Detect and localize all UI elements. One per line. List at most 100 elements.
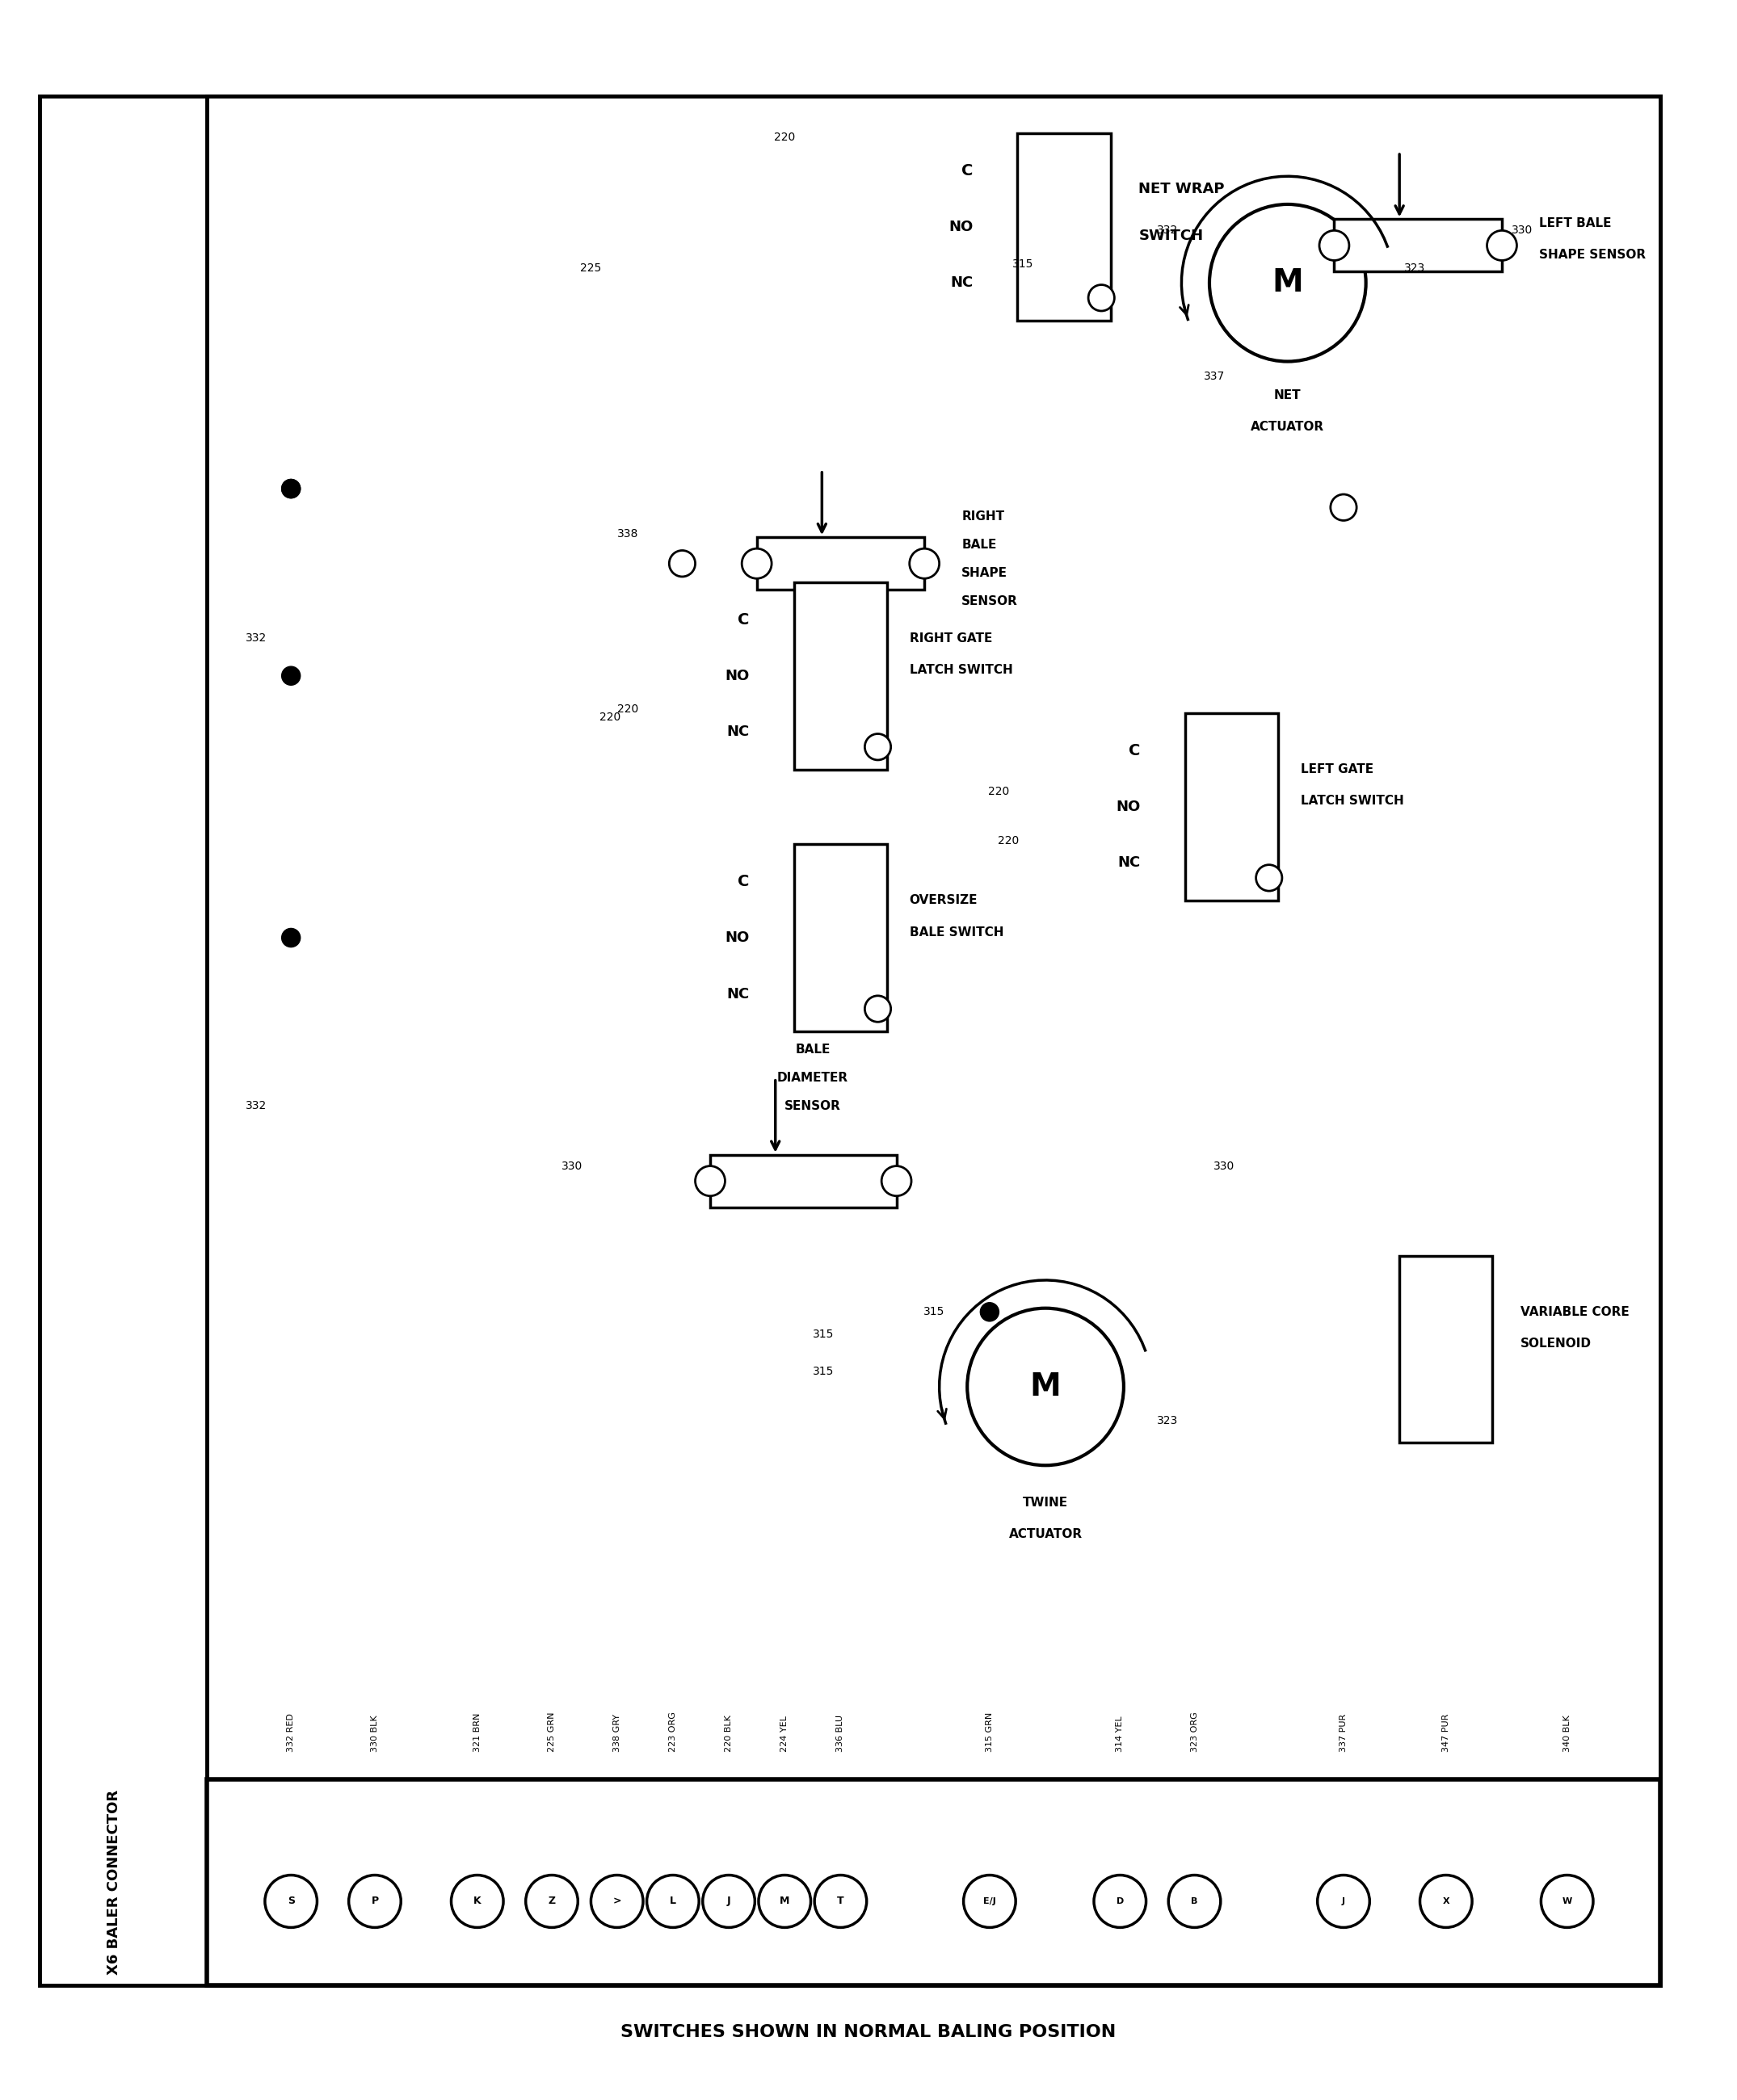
Bar xyxy=(1400,1256,1492,1443)
Text: ACTUATOR: ACTUATOR xyxy=(1009,1529,1082,1541)
Text: 315 GRN: 315 GRN xyxy=(985,1712,994,1751)
Circle shape xyxy=(1331,494,1357,521)
Text: 224 YEL: 224 YEL xyxy=(780,1716,789,1751)
Text: 315: 315 xyxy=(922,1306,945,1317)
Text: LEFT BALE: LEFT BALE xyxy=(1539,216,1612,229)
Text: 332: 332 xyxy=(245,632,267,645)
Circle shape xyxy=(526,1875,578,1928)
Circle shape xyxy=(1419,1875,1471,1928)
Circle shape xyxy=(815,1875,867,1928)
Circle shape xyxy=(1320,231,1350,260)
Text: 332: 332 xyxy=(1157,225,1178,235)
Text: C: C xyxy=(738,611,749,628)
Text: D: D xyxy=(1117,1896,1124,1905)
Text: DIAMETER: DIAMETER xyxy=(776,1071,848,1084)
Text: M: M xyxy=(780,1896,790,1907)
Text: 225: 225 xyxy=(580,262,601,273)
Text: RIGHT GATE: RIGHT GATE xyxy=(910,632,992,645)
Circle shape xyxy=(452,1875,504,1928)
Bar xyxy=(710,1155,896,1208)
Text: C: C xyxy=(738,874,749,888)
Circle shape xyxy=(980,1302,999,1321)
Text: >: > xyxy=(613,1896,622,1907)
Circle shape xyxy=(1541,1875,1593,1928)
Text: B: B xyxy=(1192,1896,1199,1905)
Text: S: S xyxy=(287,1896,295,1907)
Text: 225 GRN: 225 GRN xyxy=(547,1712,556,1751)
Bar xyxy=(1018,132,1110,321)
Circle shape xyxy=(910,548,940,578)
Text: SOLENOID: SOLENOID xyxy=(1520,1338,1591,1350)
Text: SWITCH: SWITCH xyxy=(1139,229,1204,244)
Text: LEFT GATE: LEFT GATE xyxy=(1301,762,1374,775)
Bar xyxy=(207,97,1661,1984)
Text: 321 BRN: 321 BRN xyxy=(472,1714,481,1751)
Text: 330: 330 xyxy=(561,1161,582,1172)
Circle shape xyxy=(703,1875,756,1928)
Text: NC: NC xyxy=(726,987,749,1002)
Text: NO: NO xyxy=(724,930,749,945)
Text: 332 RED: 332 RED xyxy=(287,1714,295,1751)
Text: 315: 315 xyxy=(813,1367,834,1378)
Text: LATCH SWITCH: LATCH SWITCH xyxy=(1301,796,1403,806)
Text: 330 BLK: 330 BLK xyxy=(370,1716,379,1751)
Circle shape xyxy=(281,928,301,947)
Text: 347 PUR: 347 PUR xyxy=(1442,1714,1450,1751)
Text: 220: 220 xyxy=(617,704,637,716)
Circle shape xyxy=(1094,1875,1146,1928)
Text: 220: 220 xyxy=(997,836,1020,846)
Text: SWITCHES SHOWN IN NORMAL BALING POSITION: SWITCHES SHOWN IN NORMAL BALING POSITION xyxy=(620,2024,1117,2041)
Text: 338 GRY: 338 GRY xyxy=(613,1714,622,1751)
Text: K: K xyxy=(474,1896,481,1907)
Text: 323 ORG: 323 ORG xyxy=(1190,1712,1199,1751)
Bar xyxy=(207,1779,1661,1984)
Text: NO: NO xyxy=(948,220,973,233)
Text: Z: Z xyxy=(549,1896,556,1907)
Circle shape xyxy=(695,1166,724,1195)
Text: NC: NC xyxy=(726,724,749,739)
Text: BALE: BALE xyxy=(796,1044,830,1056)
Circle shape xyxy=(1089,286,1115,311)
Circle shape xyxy=(1169,1875,1221,1928)
Text: SHAPE: SHAPE xyxy=(962,567,1007,580)
Circle shape xyxy=(1209,204,1365,361)
Circle shape xyxy=(865,995,891,1023)
Text: NET: NET xyxy=(1273,388,1301,401)
Text: 337 PUR: 337 PUR xyxy=(1339,1714,1348,1751)
Text: SHAPE SENSOR: SHAPE SENSOR xyxy=(1539,248,1647,260)
Text: SENSOR: SENSOR xyxy=(962,594,1018,607)
Circle shape xyxy=(1256,865,1282,890)
Circle shape xyxy=(266,1875,318,1928)
Text: 330: 330 xyxy=(1511,225,1532,235)
Text: 336 BLU: 336 BLU xyxy=(837,1714,844,1751)
Bar xyxy=(1334,218,1503,271)
Circle shape xyxy=(865,733,891,760)
Text: 332: 332 xyxy=(245,1100,267,1111)
Bar xyxy=(794,582,888,769)
Text: J: J xyxy=(1343,1896,1344,1905)
Circle shape xyxy=(281,479,301,498)
Text: BALE: BALE xyxy=(962,540,997,550)
Text: 315: 315 xyxy=(813,1329,834,1340)
Bar xyxy=(1185,714,1278,901)
Text: NET WRAP: NET WRAP xyxy=(1139,183,1225,197)
Text: 220: 220 xyxy=(599,712,620,722)
Text: 315: 315 xyxy=(1013,258,1034,269)
Text: NO: NO xyxy=(724,668,749,683)
Text: NC: NC xyxy=(1117,855,1141,869)
Circle shape xyxy=(646,1875,698,1928)
Circle shape xyxy=(1487,231,1516,260)
Text: J: J xyxy=(726,1896,731,1907)
Text: 220: 220 xyxy=(775,132,796,143)
Text: W: W xyxy=(1562,1896,1572,1905)
Text: X6 BALER CONNECTOR: X6 BALER CONNECTOR xyxy=(106,1789,122,1976)
Bar xyxy=(794,844,888,1031)
Circle shape xyxy=(759,1875,811,1928)
Text: BALE SWITCH: BALE SWITCH xyxy=(910,926,1004,939)
Text: OVERSIZE: OVERSIZE xyxy=(910,895,978,907)
Text: 323: 323 xyxy=(1403,262,1424,273)
Text: TWINE: TWINE xyxy=(1023,1497,1068,1508)
Text: 338: 338 xyxy=(617,527,637,540)
Text: M: M xyxy=(1030,1371,1061,1403)
Text: 330: 330 xyxy=(1212,1161,1235,1172)
